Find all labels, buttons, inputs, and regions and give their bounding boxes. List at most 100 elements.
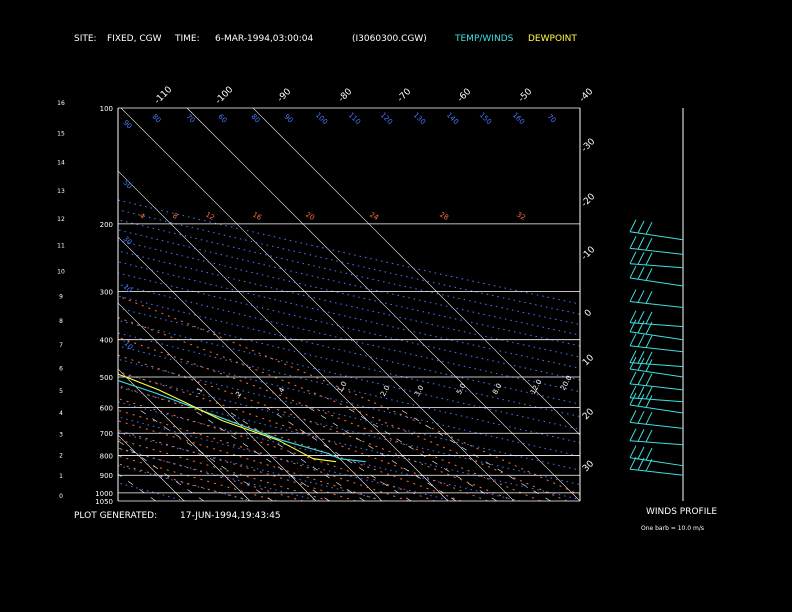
legend-temp: TEMP/WINDS (454, 34, 514, 44)
mixing-ratio-line (118, 473, 156, 501)
isotherm-lines (118, 108, 580, 501)
height-tick-label: 0 (59, 493, 63, 500)
moist-adiabat-label: 24 (368, 211, 380, 223)
mixing-ratio-label: 2.0 (379, 384, 391, 398)
height-tick-label: 5 (59, 388, 63, 395)
isotherm-line (186, 108, 580, 501)
wind-barb-flag (637, 386, 645, 399)
pressure-tick-label: 500 (100, 374, 113, 382)
pressure-tick-label: 300 (100, 289, 113, 297)
dry-adiabat-line (118, 358, 580, 471)
moist-adiabat-label: 32 (515, 211, 527, 222)
wind-barb (629, 440, 684, 446)
mixing-ratio-lines (0, 407, 551, 502)
sounding-traces (118, 373, 366, 463)
isotherm-line (120, 108, 515, 501)
height-tick-label: 13 (57, 188, 65, 195)
wind-barb-flag (629, 265, 637, 279)
right-temp-label: -30 (580, 137, 598, 155)
wind-barb-flag (637, 252, 645, 265)
mixing-ratio-label: .1 (194, 386, 204, 396)
right-temp-label: 30 (581, 459, 596, 474)
wind-barb-flag (645, 351, 653, 365)
wind-barb-flag (629, 392, 637, 406)
dry-adiabat-label: 120 (379, 111, 394, 126)
height-tick-label: 15 (57, 130, 65, 137)
height-tick-label: 6 (59, 365, 63, 372)
winds-profile-title: WINDS PROFILE (646, 507, 717, 517)
isobar-lines (118, 107, 580, 502)
wind-barb (629, 345, 684, 353)
wind-barb (629, 421, 684, 429)
dry-adiabat-line (118, 401, 521, 501)
dry-adiabat-line (118, 431, 387, 501)
moist-adiabat-label: 4 (138, 212, 146, 221)
top-temp-label: -100 (214, 85, 236, 107)
height-tick-label: 4 (59, 410, 63, 417)
top-temp-label: -70 (396, 87, 414, 105)
wind-barb-flag (645, 395, 653, 408)
time-label: TIME: (174, 34, 200, 44)
wind-barb-flag (637, 429, 645, 442)
moist-adiabats (118, 295, 580, 501)
height-tick-label: 1 (59, 473, 63, 480)
height-tick-label: 12 (57, 216, 65, 223)
right-temp-label: -20 (580, 192, 598, 210)
wind-barb-flag (629, 428, 637, 441)
wind-barb-flag (645, 237, 653, 251)
height-tick-label: 14 (57, 160, 65, 167)
wind-barb-flag (637, 334, 645, 347)
isotherm-line (118, 434, 185, 501)
mixing-ratio-label: 12.0 (529, 378, 544, 396)
right-temp-label: 20 (581, 407, 596, 422)
wind-barb-flag (637, 357, 645, 371)
wind-barb-flag (645, 359, 653, 372)
moist-adiabat-line (118, 385, 462, 501)
wind-barb-flag (629, 371, 637, 385)
wind-barb-flag (637, 237, 645, 250)
wind-barb-flag (637, 290, 645, 303)
mixing-ratio-label: 5.0 (455, 382, 467, 396)
mixing-ratio-line (0, 408, 111, 502)
wind-barb-flag (645, 221, 653, 235)
mixing-ratio-label: .2 (233, 390, 243, 400)
wind-barb-flag (645, 429, 653, 443)
axis-labels: 1002003004005006007008009001000105001234… (57, 85, 597, 506)
dry-adiabat-label: 110 (347, 111, 362, 126)
wind-barb (629, 397, 684, 403)
dry-adiabat-label: 100 (314, 111, 329, 126)
wind-barb (629, 277, 684, 287)
height-tick-label: 2 (59, 452, 63, 459)
dry-adiabat-label: 50 (121, 179, 133, 191)
plot-generated-label: PLOT GENERATED: (74, 511, 157, 521)
dry-adiabat-label: 90 (282, 113, 294, 125)
wind-barb-flag (645, 311, 653, 325)
temperature-trace (118, 380, 366, 463)
dry-adiabat-label: 130 (412, 111, 427, 126)
wind-barb-flag (629, 333, 637, 347)
height-tick-label: 11 (57, 243, 65, 250)
site-label: SITE: (74, 34, 97, 44)
wind-barb-flag (645, 386, 653, 400)
top-temp-label: -40 (578, 87, 596, 105)
moist-adiabat-line (118, 295, 580, 496)
moist-adiabat-label: 28 (438, 211, 450, 222)
wind-barb-flag (645, 458, 653, 472)
pressure-tick-label: 800 (100, 453, 113, 461)
dewpoint-trace (118, 373, 337, 463)
height-tick-label: 8 (59, 318, 63, 325)
right-temp-label: 10 (581, 353, 596, 368)
dry-adiabat-line (118, 482, 186, 501)
wind-barb-flag (629, 219, 637, 233)
mixing-ratio-label: 8.0 (491, 382, 503, 396)
pressure-tick-label: 900 (100, 472, 113, 480)
wind-barb-flag (637, 220, 645, 234)
moist-adiabat-label: 12 (204, 211, 216, 222)
pressure-tick-label: 200 (100, 221, 113, 229)
mixing-ratio-line (118, 440, 204, 501)
mixing-ratio-line (396, 407, 551, 501)
moist-adiabat-label: 8 (171, 212, 179, 221)
mixing-ratio-line (308, 407, 457, 501)
isotherm-line (118, 302, 317, 501)
